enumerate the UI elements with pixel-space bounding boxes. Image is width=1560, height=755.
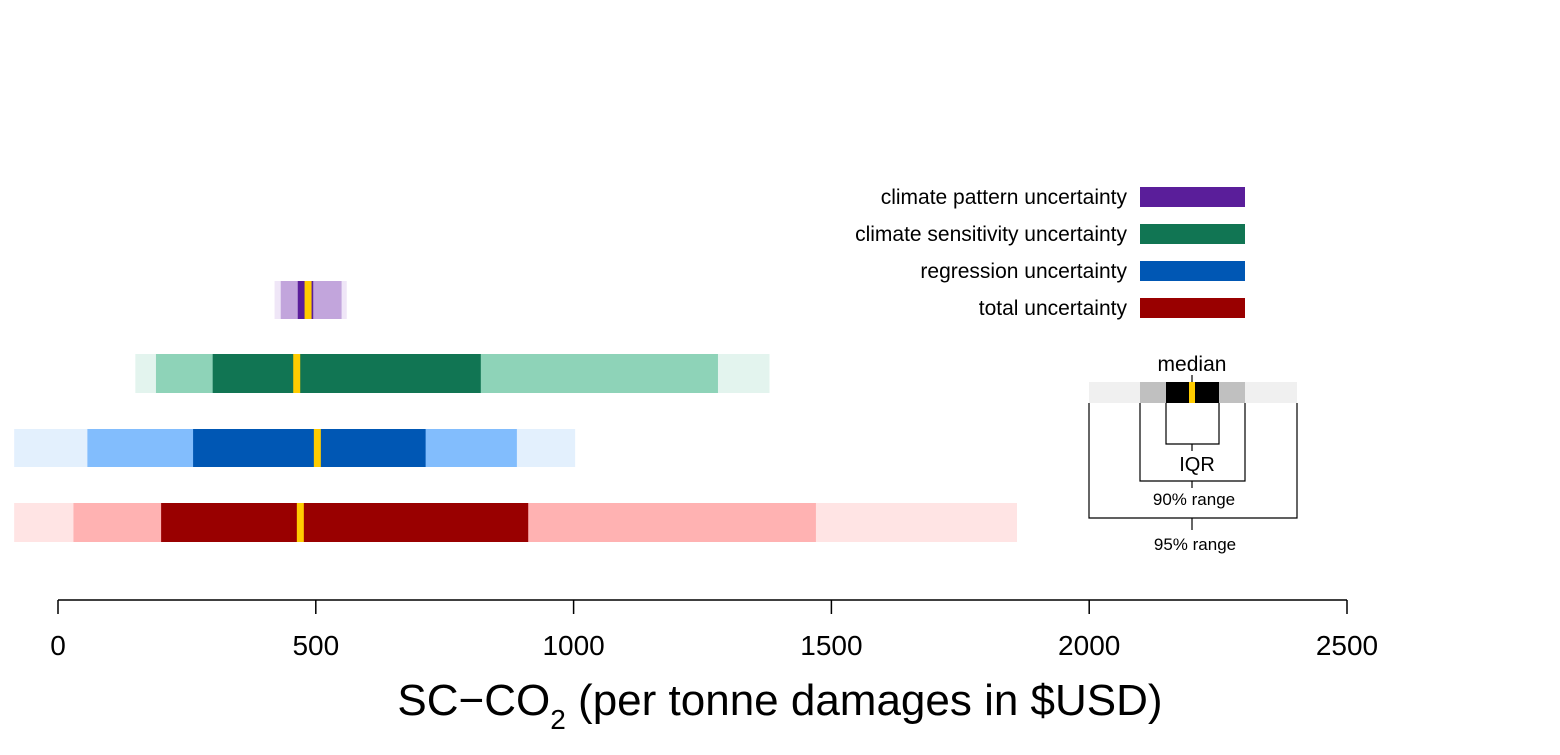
- legend-swatch-1: [1140, 187, 1245, 207]
- x-axis-title: SC−CO2 (per tonne damages in $USD): [397, 676, 1162, 735]
- key-90-label: 90% range: [1153, 490, 1235, 509]
- bar-median-3: [313, 429, 321, 467]
- legend-label-1: climate pattern uncertainty: [881, 186, 1128, 209]
- legend-label-2: climate sensitivity uncertainty: [855, 223, 1127, 246]
- x-tick-label-3: 1500: [800, 630, 862, 661]
- bar-median-2: [293, 354, 301, 393]
- x-axis: 0 500 1000 1500 2000 2500: [50, 599, 1378, 661]
- key-median-label: median: [1158, 353, 1227, 376]
- x-axis-title-subscript: 2: [550, 704, 566, 735]
- x-axis-title-main: SC−CO: [397, 676, 550, 725]
- x-tick-label-2: 1000: [542, 630, 604, 661]
- bar-group-2: [135, 354, 770, 393]
- legend-label-3: regression uncertainty: [920, 260, 1127, 283]
- quantile-key: median IQR 90% range 95% range: [1088, 353, 1298, 554]
- key-95-label: 95% range: [1154, 535, 1236, 554]
- legend-swatch-4: [1140, 298, 1245, 318]
- key-iqr-label: IQR: [1179, 454, 1215, 476]
- x-tick-label-5: 2500: [1316, 630, 1378, 661]
- legend-swatch-2: [1140, 224, 1245, 244]
- x-tick-label-1: 500: [292, 630, 339, 661]
- legend: climate pattern uncertainty climate sensi…: [855, 186, 1245, 320]
- x-tick-label-0: 0: [50, 630, 66, 661]
- uncertainty-bars: [14, 281, 1018, 542]
- bar-iqr-2: [212, 354, 481, 393]
- x-tick-label-4: 2000: [1058, 630, 1120, 661]
- bar-iqr-3: [193, 429, 426, 467]
- bar-group-3: [14, 429, 576, 467]
- bar-iqr-4: [161, 503, 529, 542]
- legend-swatch-3: [1140, 261, 1245, 281]
- bar-group-1: [274, 281, 347, 319]
- bar-median-4: [296, 503, 304, 542]
- legend-label-4: total uncertainty: [979, 297, 1128, 320]
- bar-group-4: [14, 503, 1018, 542]
- bar-median-1: [304, 281, 312, 319]
- x-axis-title-rest: (per tonne damages in $USD): [566, 676, 1163, 725]
- key-95-bracket: [1088, 403, 1298, 519]
- key-median-mark: [1189, 382, 1195, 403]
- key-iqr-bracket: [1165, 403, 1220, 445]
